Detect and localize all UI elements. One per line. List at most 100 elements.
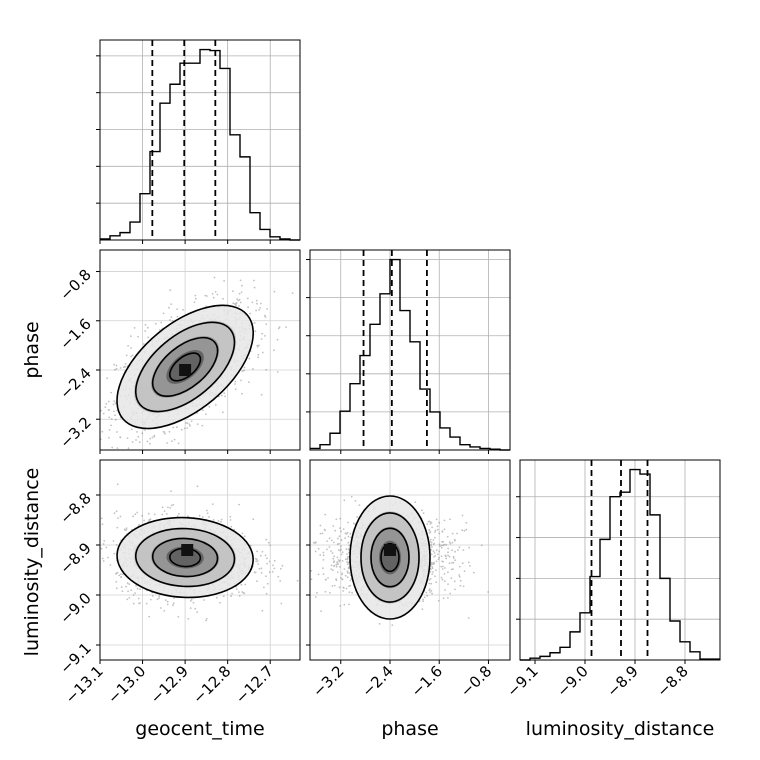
sample-point: [449, 518, 451, 521]
sample-point: [421, 608, 424, 611]
sample-point: [279, 580, 282, 582]
sample-point: [467, 561, 470, 564]
sample-point: [334, 529, 337, 532]
sample-point: [238, 595, 241, 597]
sample-point: [332, 569, 334, 572]
sample-point: [112, 540, 115, 542]
sample-point: [341, 578, 344, 581]
sample-point: [107, 409, 110, 411]
density-contour: [349, 495, 431, 620]
sample-point: [443, 573, 446, 575]
sample-point: [149, 442, 151, 445]
sample-point: [153, 513, 156, 516]
sample-point: [240, 583, 243, 586]
sample-point: [189, 425, 191, 427]
sample-point: [234, 303, 237, 306]
sample-point: [222, 595, 225, 598]
sample-point: [229, 519, 232, 521]
sample-point: [121, 590, 124, 592]
sample-point: [458, 574, 461, 576]
sample-point: [247, 306, 250, 309]
x-tick-label: −12.7: [232, 662, 277, 707]
sample-point: [341, 560, 344, 562]
sample-point: [190, 420, 193, 422]
sample-point: [446, 536, 449, 538]
sample-point: [449, 592, 452, 595]
sample-point: [333, 560, 336, 563]
sample-point: [163, 610, 166, 612]
sample-point: [109, 564, 112, 566]
sample-point: [253, 571, 256, 574]
sample-point: [127, 345, 129, 347]
sample-point: [127, 447, 130, 450]
y-tick-label: −8.9: [56, 539, 94, 577]
sample-point: [220, 394, 223, 397]
sample-point: [169, 507, 172, 509]
sample-point: [324, 590, 327, 593]
sample-point: [102, 543, 105, 545]
sample-point: [148, 519, 151, 521]
sample-point: [176, 308, 179, 310]
sample-point: [189, 607, 192, 609]
sample-point: [126, 437, 129, 439]
sample-point: [167, 506, 169, 509]
sample-point: [146, 440, 149, 443]
x-axis-label-phase: phase: [381, 718, 438, 740]
sample-point: [187, 618, 190, 620]
sample-point: [434, 536, 436, 539]
sample-point: [188, 423, 191, 426]
sample-point: [452, 561, 455, 564]
density-frame: [309, 459, 511, 661]
histogram-frame: [309, 249, 511, 451]
sample-point: [246, 297, 249, 300]
sample-point: [258, 567, 261, 570]
sample-point: [336, 543, 339, 545]
sample-point: [348, 548, 350, 551]
sample-point: [341, 573, 343, 576]
sample-point: [108, 409, 110, 411]
sample-point: [428, 582, 431, 585]
sample-point: [172, 602, 175, 605]
sample-point: [229, 515, 232, 518]
sample-point: [139, 588, 142, 591]
sample-point: [317, 573, 320, 576]
sample-point: [257, 356, 259, 359]
sample-point: [440, 546, 443, 549]
sample-point: [164, 599, 167, 602]
sample-point: [273, 290, 276, 293]
sample-point: [429, 531, 432, 533]
sample-point: [222, 411, 224, 414]
sample-point: [204, 294, 207, 297]
sample-point: [125, 527, 128, 530]
sample-point: [429, 523, 432, 525]
density-contour: [151, 537, 219, 578]
sample-point: [445, 557, 448, 560]
sample-point: [117, 517, 119, 519]
sample-point: [176, 315, 179, 318]
sample-point: [149, 598, 152, 601]
sample-point: [220, 518, 223, 521]
sample-point: [431, 546, 433, 548]
sample-point: [158, 329, 161, 331]
sample-point: [100, 547, 103, 550]
sample-point: [132, 602, 135, 605]
sample-point: [265, 592, 268, 595]
sample-point: [153, 434, 156, 437]
sample-point: [338, 542, 340, 545]
sample-point: [429, 540, 432, 543]
sample-point: [261, 550, 264, 553]
sample-point: [206, 295, 208, 297]
sample-point: [430, 589, 433, 592]
sample-point: [277, 575, 280, 578]
sample-point: [330, 539, 333, 542]
sample-point: [211, 293, 214, 295]
density-contour: [169, 352, 202, 382]
sample-point: [105, 403, 108, 405]
sample-point: [268, 560, 271, 563]
histogram-frame: [99, 39, 301, 241]
sample-point: [414, 501, 417, 503]
sample-point: [322, 567, 324, 570]
sample-point: [170, 504, 173, 507]
sample-point: [224, 395, 227, 398]
